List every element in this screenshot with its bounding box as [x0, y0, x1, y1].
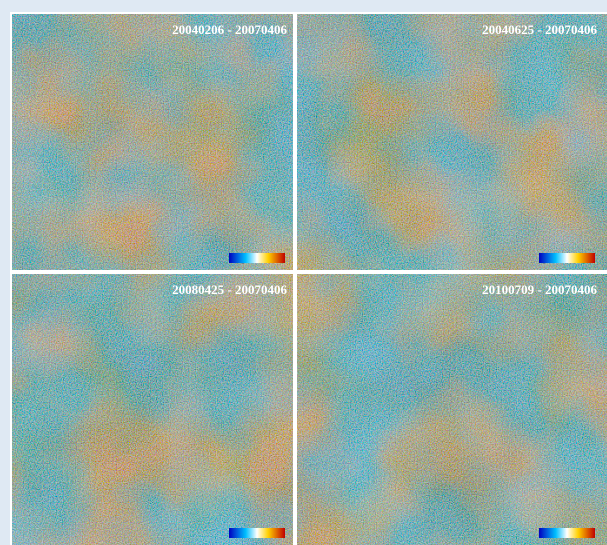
figure: 20040206 - 20070406 20040625 - 20070406 20… [0, 0, 607, 545]
colorbar [229, 253, 285, 263]
panel-label: 20040206 - 20070406 [172, 22, 287, 37]
colorbar [229, 528, 285, 538]
colorbar [539, 528, 595, 538]
image-panel: 20040625 - 20070406 [297, 14, 607, 270]
interferogram [12, 274, 293, 545]
image-panel: 20040206 - 20070406 [12, 14, 293, 270]
panel-label: 20080425 - 20070406 [172, 282, 287, 297]
interferogram [297, 274, 607, 545]
panel-label: 20100709 - 20070406 [482, 282, 597, 297]
interferogram [297, 14, 607, 270]
interferogram [12, 14, 293, 270]
image-panel: 20080425 - 20070406 [12, 274, 293, 545]
panel-label: 20040625 - 20070406 [482, 22, 597, 37]
panels: 20040206 - 20070406 20040625 - 20070406 20… [12, 14, 607, 545]
colorbar [539, 253, 595, 263]
image-panel: 20100709 - 20070406 [297, 274, 607, 545]
